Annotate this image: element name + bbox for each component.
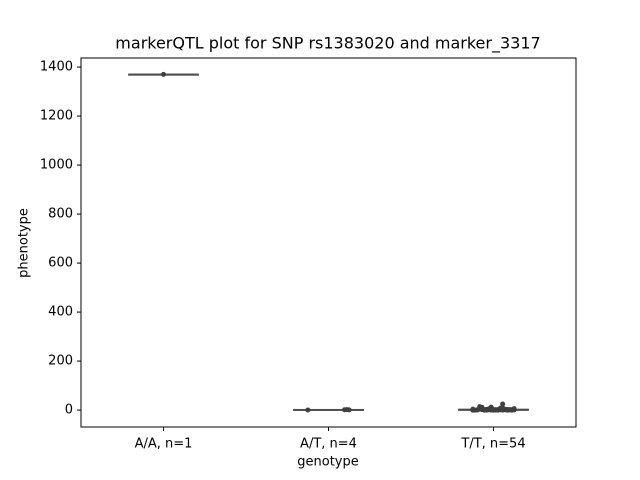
y-tick-label: 600 xyxy=(48,256,73,271)
y-tick-label: 400 xyxy=(48,305,73,320)
point xyxy=(305,407,311,413)
y-tick-label: 1400 xyxy=(40,60,73,75)
point xyxy=(161,71,166,77)
point xyxy=(470,406,476,412)
y-tick-label: 1200 xyxy=(40,109,73,124)
x-tick-label: T/T, n=54 xyxy=(460,437,525,452)
point xyxy=(342,407,348,413)
x-tick-label: A/A, n=1 xyxy=(135,437,193,452)
y-tick-label: 1000 xyxy=(40,158,73,173)
x-tick-label: A/T, n=4 xyxy=(300,437,357,452)
x-axis-label: genotype xyxy=(297,455,358,470)
y-axis-label: phenotype xyxy=(17,208,32,278)
chart-title: markerQTL plot for SNP rs1383020 and mar… xyxy=(115,34,540,54)
plot-frame xyxy=(80,57,577,428)
point xyxy=(479,404,485,410)
y-tick-label: 800 xyxy=(48,207,73,222)
y-tick-label: 200 xyxy=(48,354,73,369)
point xyxy=(500,401,506,407)
y-tick-label: 0 xyxy=(65,403,73,418)
